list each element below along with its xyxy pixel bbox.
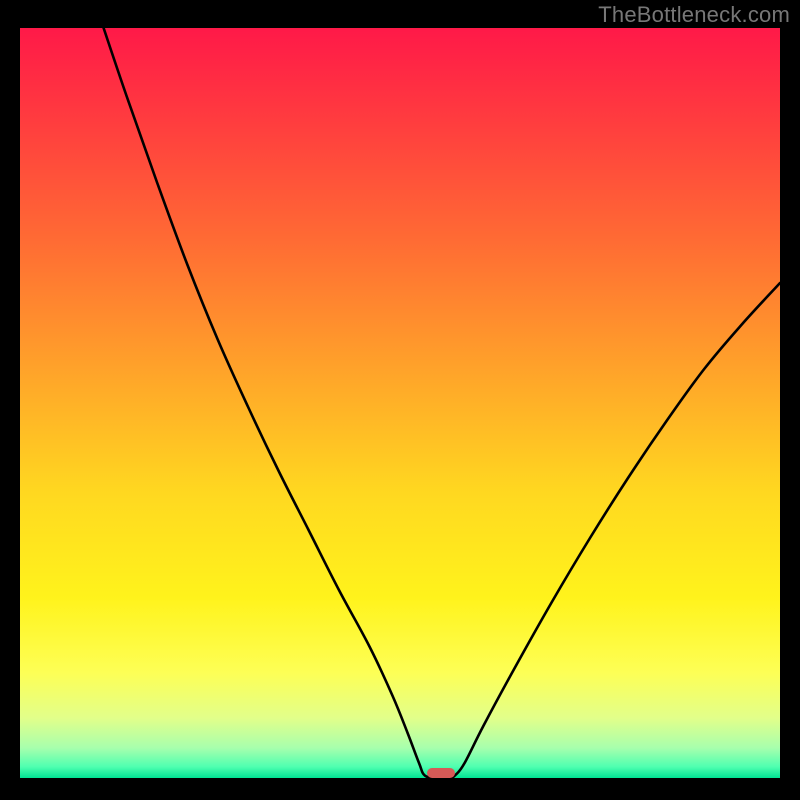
plot-area [20,28,780,778]
gradient-fill [20,28,780,778]
gradient-background-and-curve [20,28,780,778]
watermark-text: TheBottleneck.com [598,2,790,28]
chart-canvas: TheBottleneck.com [0,0,800,800]
optimal-marker [427,768,456,779]
